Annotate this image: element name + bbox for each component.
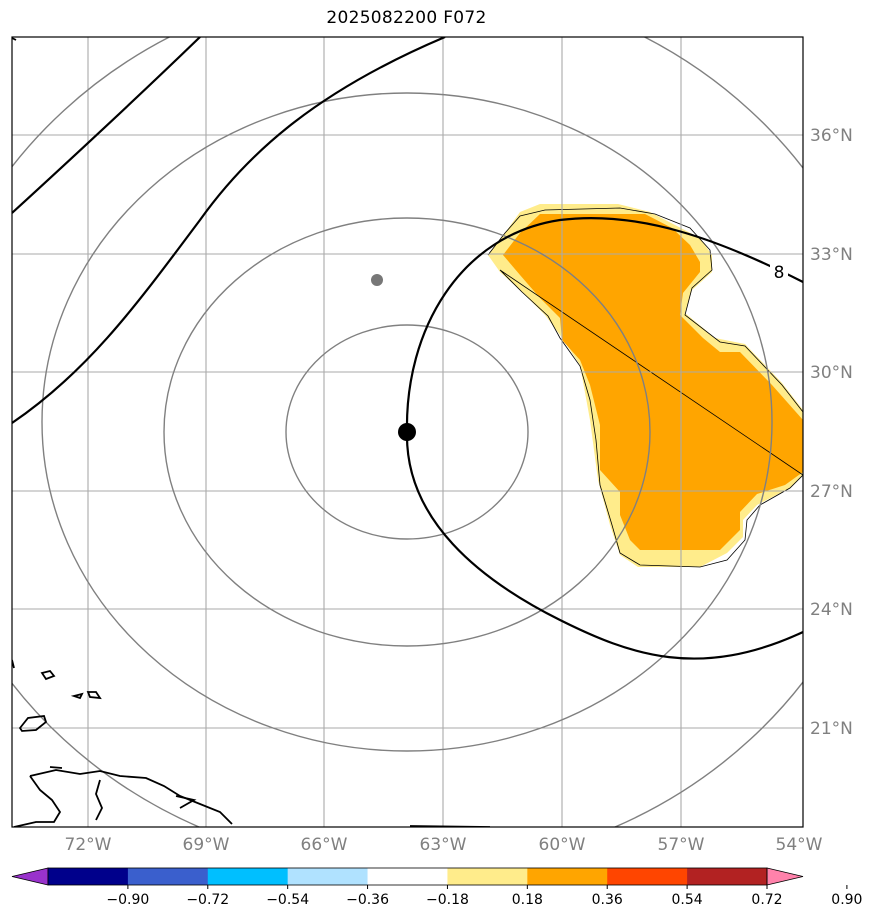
- colorbar-tick-label: 0.54: [672, 892, 703, 908]
- colorbar-tick-label: −0.90: [106, 892, 149, 908]
- colorbar-tick-labels: −0.90 −0.72 −0.54 −0.36 −0.18 0.18 0.36 0.54 0.7…: [106, 885, 862, 908]
- colorbar-swatch: [607, 868, 688, 885]
- colorbar-swatch: [287, 868, 369, 885]
- gridlines: [12, 37, 803, 827]
- shaded-region-dark: [503, 214, 803, 550]
- colorbar-tick-label: 0.90: [831, 892, 862, 908]
- range-rings: [12, 37, 803, 827]
- lon-label-54w: 54°W: [776, 835, 823, 855]
- storm-center-marker: [398, 423, 416, 441]
- secondary-point-marker: [371, 274, 383, 286]
- lat-label-36n: 36°N: [810, 126, 853, 146]
- lon-label-72w: 72°W: [65, 835, 112, 855]
- coastlines: [12, 37, 491, 827]
- colorbar-swatch: [527, 868, 608, 885]
- colorbar-swatch: [367, 868, 448, 885]
- lon-label-63w: 63°W: [420, 835, 467, 855]
- colorbar-swatches: [11, 867, 804, 886]
- colorbar-frame: [47, 867, 768, 886]
- map-area: 8: [12, 37, 803, 827]
- shaded-region-outline: [487, 207, 803, 568]
- lat-label-27n: 27°N: [810, 482, 853, 502]
- lat-label-21n: 21°N: [810, 719, 853, 739]
- map-frame: [11, 36, 804, 828]
- colorbar-tick-label: −0.36: [346, 892, 389, 908]
- colorbar-swatch: [127, 868, 209, 885]
- colorbar-swatch: [48, 868, 129, 885]
- map-title: 2025082200 F072: [326, 8, 487, 28]
- longitude-labels: 72°W 69°W 66°W 63°W 60°W 57°W 54°W: [65, 835, 823, 855]
- lon-label-60w: 60°W: [539, 835, 586, 855]
- colorbar-swatch: [447, 868, 528, 885]
- colorbar-tick-label: 0.18: [512, 892, 543, 908]
- colorbar: −0.90 −0.72 −0.54 −0.36 −0.18 0.18 0.36 0.54 0.7…: [11, 867, 862, 908]
- lat-label-30n: 30°N: [810, 363, 853, 383]
- colorbar-tick-label: 0.72: [751, 892, 782, 908]
- colorbar-tick-label: −0.72: [186, 892, 229, 908]
- colorbar-tick-label: −0.18: [426, 892, 469, 908]
- contour-label: 8: [774, 263, 785, 283]
- latitude-labels: 36°N 33°N 30°N 27°N 24°N 21°N: [810, 126, 853, 739]
- lat-label-33n: 33°N: [810, 245, 853, 265]
- lon-label-69w: 69°W: [183, 835, 230, 855]
- colorbar-swatch: [687, 868, 768, 885]
- colorbar-swatch: [207, 868, 289, 885]
- lon-label-66w: 66°W: [301, 835, 348, 855]
- lat-label-24n: 24°N: [810, 600, 853, 620]
- colorbar-tick-label: 0.36: [592, 892, 623, 908]
- colorbar-extend-high: [766, 867, 804, 886]
- lon-label-57w: 57°W: [658, 835, 705, 855]
- colorbar-extend-low: [11, 867, 49, 886]
- colorbar-tick-label: −0.54: [266, 892, 309, 908]
